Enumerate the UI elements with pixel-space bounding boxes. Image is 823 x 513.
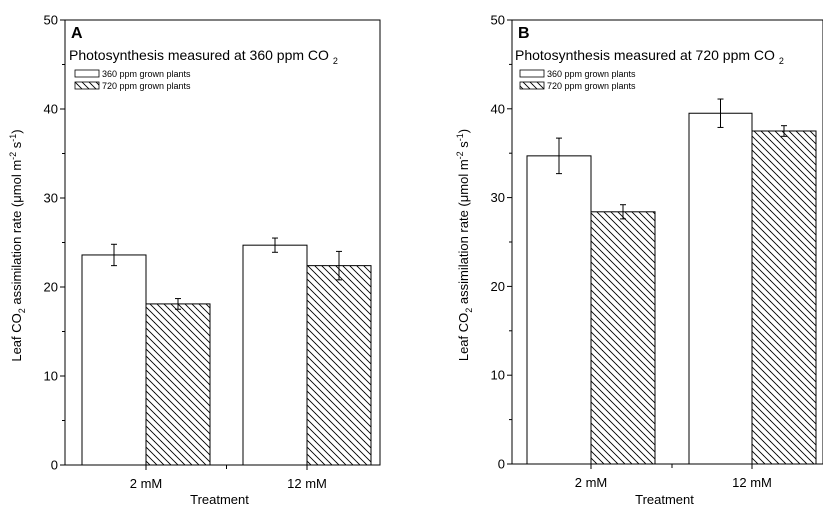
y-tick-label: 50	[44, 13, 58, 28]
x-tick-label: 2 mM	[130, 476, 163, 491]
panel-letter: A	[71, 25, 83, 42]
y-tick-label: 0	[51, 458, 58, 473]
panel-title: Photosynthesis measured at 360 ppm CO 2	[69, 47, 338, 66]
y-tick-label: 0	[498, 457, 505, 472]
bar-hatched	[145, 303, 211, 466]
legend-swatch	[74, 69, 100, 78]
panel-letter: B	[518, 25, 530, 42]
legend-swatch	[74, 81, 100, 90]
bar-open	[242, 244, 308, 466]
bar-open	[81, 254, 147, 466]
x-tick-label: 12 mM	[287, 476, 327, 491]
bar-open	[526, 155, 592, 465]
y-tick-label: 40	[44, 102, 58, 117]
panel-a: 0 10 20 30 40 50 2 mM 12 mM A Photosynthesis meas…	[8, 13, 381, 507]
y-tick-label: 30	[44, 191, 58, 206]
x-axis-label: Treatment	[635, 492, 694, 507]
legend-swatch	[519, 69, 545, 78]
x-axis-label: Treatment	[190, 492, 249, 507]
y-axis-label: Leaf CO2 assimilation rate (μmol m-2 s-1…	[8, 129, 27, 361]
x-tick-label: 2 mM	[575, 475, 608, 490]
y-tick-label: 20	[44, 280, 58, 295]
legend-entry: 720 ppm grown plants	[547, 81, 636, 91]
y-axis-label: Leaf CO2 assimilation rate (μmol m-2 s-1…	[455, 129, 474, 361]
y-tick-label: 10	[44, 369, 58, 384]
legend-entry: 360 ppm grown plants	[547, 69, 636, 79]
bar-hatched	[306, 265, 372, 466]
legend-entry: 360 ppm grown plants	[102, 69, 191, 79]
x-tick-label: 12 mM	[732, 475, 772, 490]
panel-b: 0 10 20 30 40 50 2 mM 12 mM B Photosynthesis meas…	[455, 13, 823, 507]
bar-open	[688, 112, 753, 465]
bar-hatched	[751, 130, 817, 465]
y-tick-label: 10	[491, 368, 505, 383]
legend-entry: 720 ppm grown plants	[102, 81, 191, 91]
legend-swatch	[519, 81, 545, 90]
y-tick-label: 40	[491, 101, 505, 116]
y-tick-label: 30	[491, 190, 505, 205]
panel-title: Photosynthesis measured at 720 ppm CO 2	[515, 47, 784, 66]
y-tick-label: 50	[491, 13, 505, 28]
y-tick-label: 20	[491, 279, 505, 294]
bar-hatched	[590, 211, 656, 465]
